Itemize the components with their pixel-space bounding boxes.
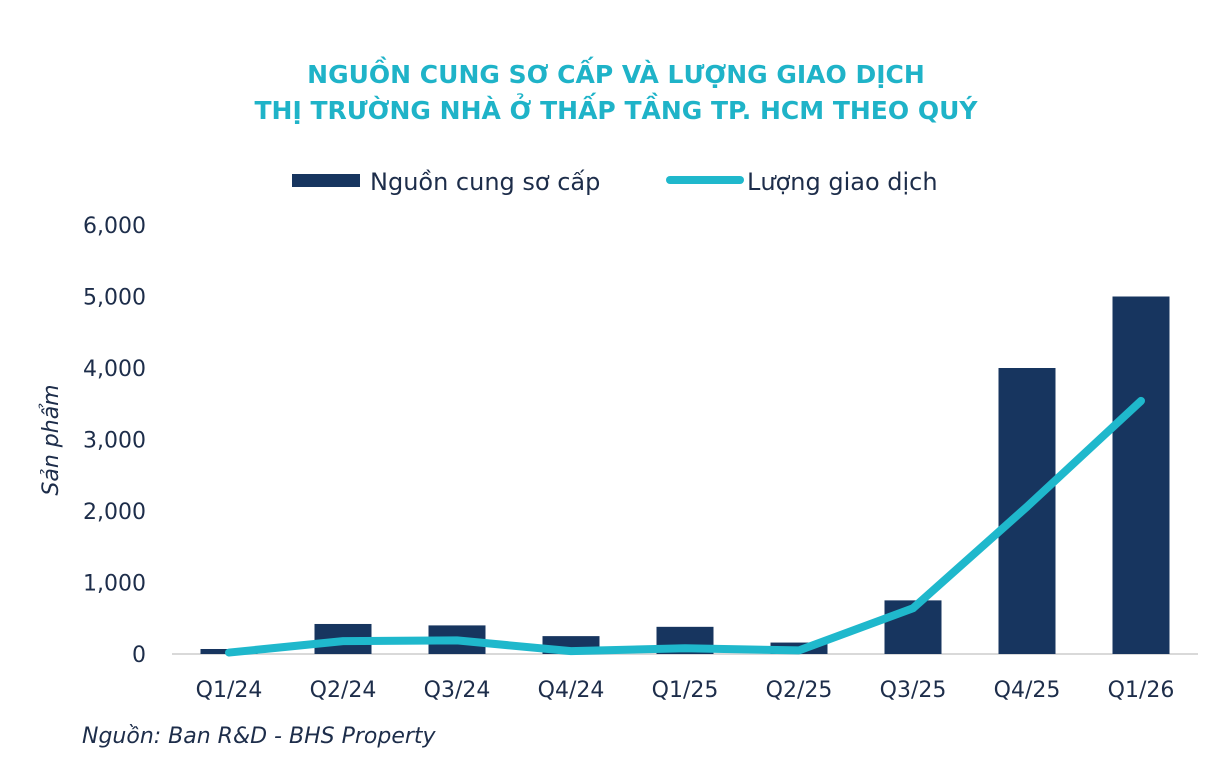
y-tick-label: 6,000 — [83, 214, 146, 239]
x-tick-label: Q2/25 — [766, 678, 833, 703]
y-tick-label: 0 — [132, 643, 146, 668]
x-tick-label: Q4/25 — [994, 678, 1061, 703]
supply-bar — [1112, 296, 1170, 654]
x-tick-label: Q2/24 — [310, 678, 377, 703]
y-axis-label: Sản phẩm — [39, 384, 64, 495]
x-tick-label: Q1/26 — [1108, 678, 1175, 703]
chart-title-line-1: NGUỒN CUNG SƠ CẤP VÀ LƯỢNG GIAO DỊCH — [307, 60, 925, 89]
transactions-line — [225, 396, 1145, 657]
y-tick-label: 4,000 — [83, 357, 146, 382]
y-tick-label: 3,000 — [83, 429, 146, 454]
chart-title-line-2: THỊ TRƯỜNG NHÀ Ở THẤP TẦNG TP. HCM THEO … — [254, 96, 978, 125]
y-tick-label: 1,000 — [83, 572, 146, 597]
legend-swatch-supply — [292, 174, 360, 187]
legend-label-supply: Nguồn cung sơ cấp — [370, 168, 600, 196]
source-note: Nguồn: Ban R&D - BHS Property — [82, 724, 436, 749]
x-tick-label: Q3/25 — [880, 678, 947, 703]
x-tick-label: Q4/24 — [538, 678, 605, 703]
x-tick-label: Q1/24 — [196, 678, 263, 703]
y-tick-label: 2,000 — [83, 500, 146, 525]
x-tick-label: Q1/25 — [652, 678, 719, 703]
y-tick-label: 5,000 — [83, 286, 146, 311]
legend-label-transactions: Lượng giao dịch — [747, 168, 938, 196]
x-tick-label: Q3/24 — [424, 678, 491, 703]
